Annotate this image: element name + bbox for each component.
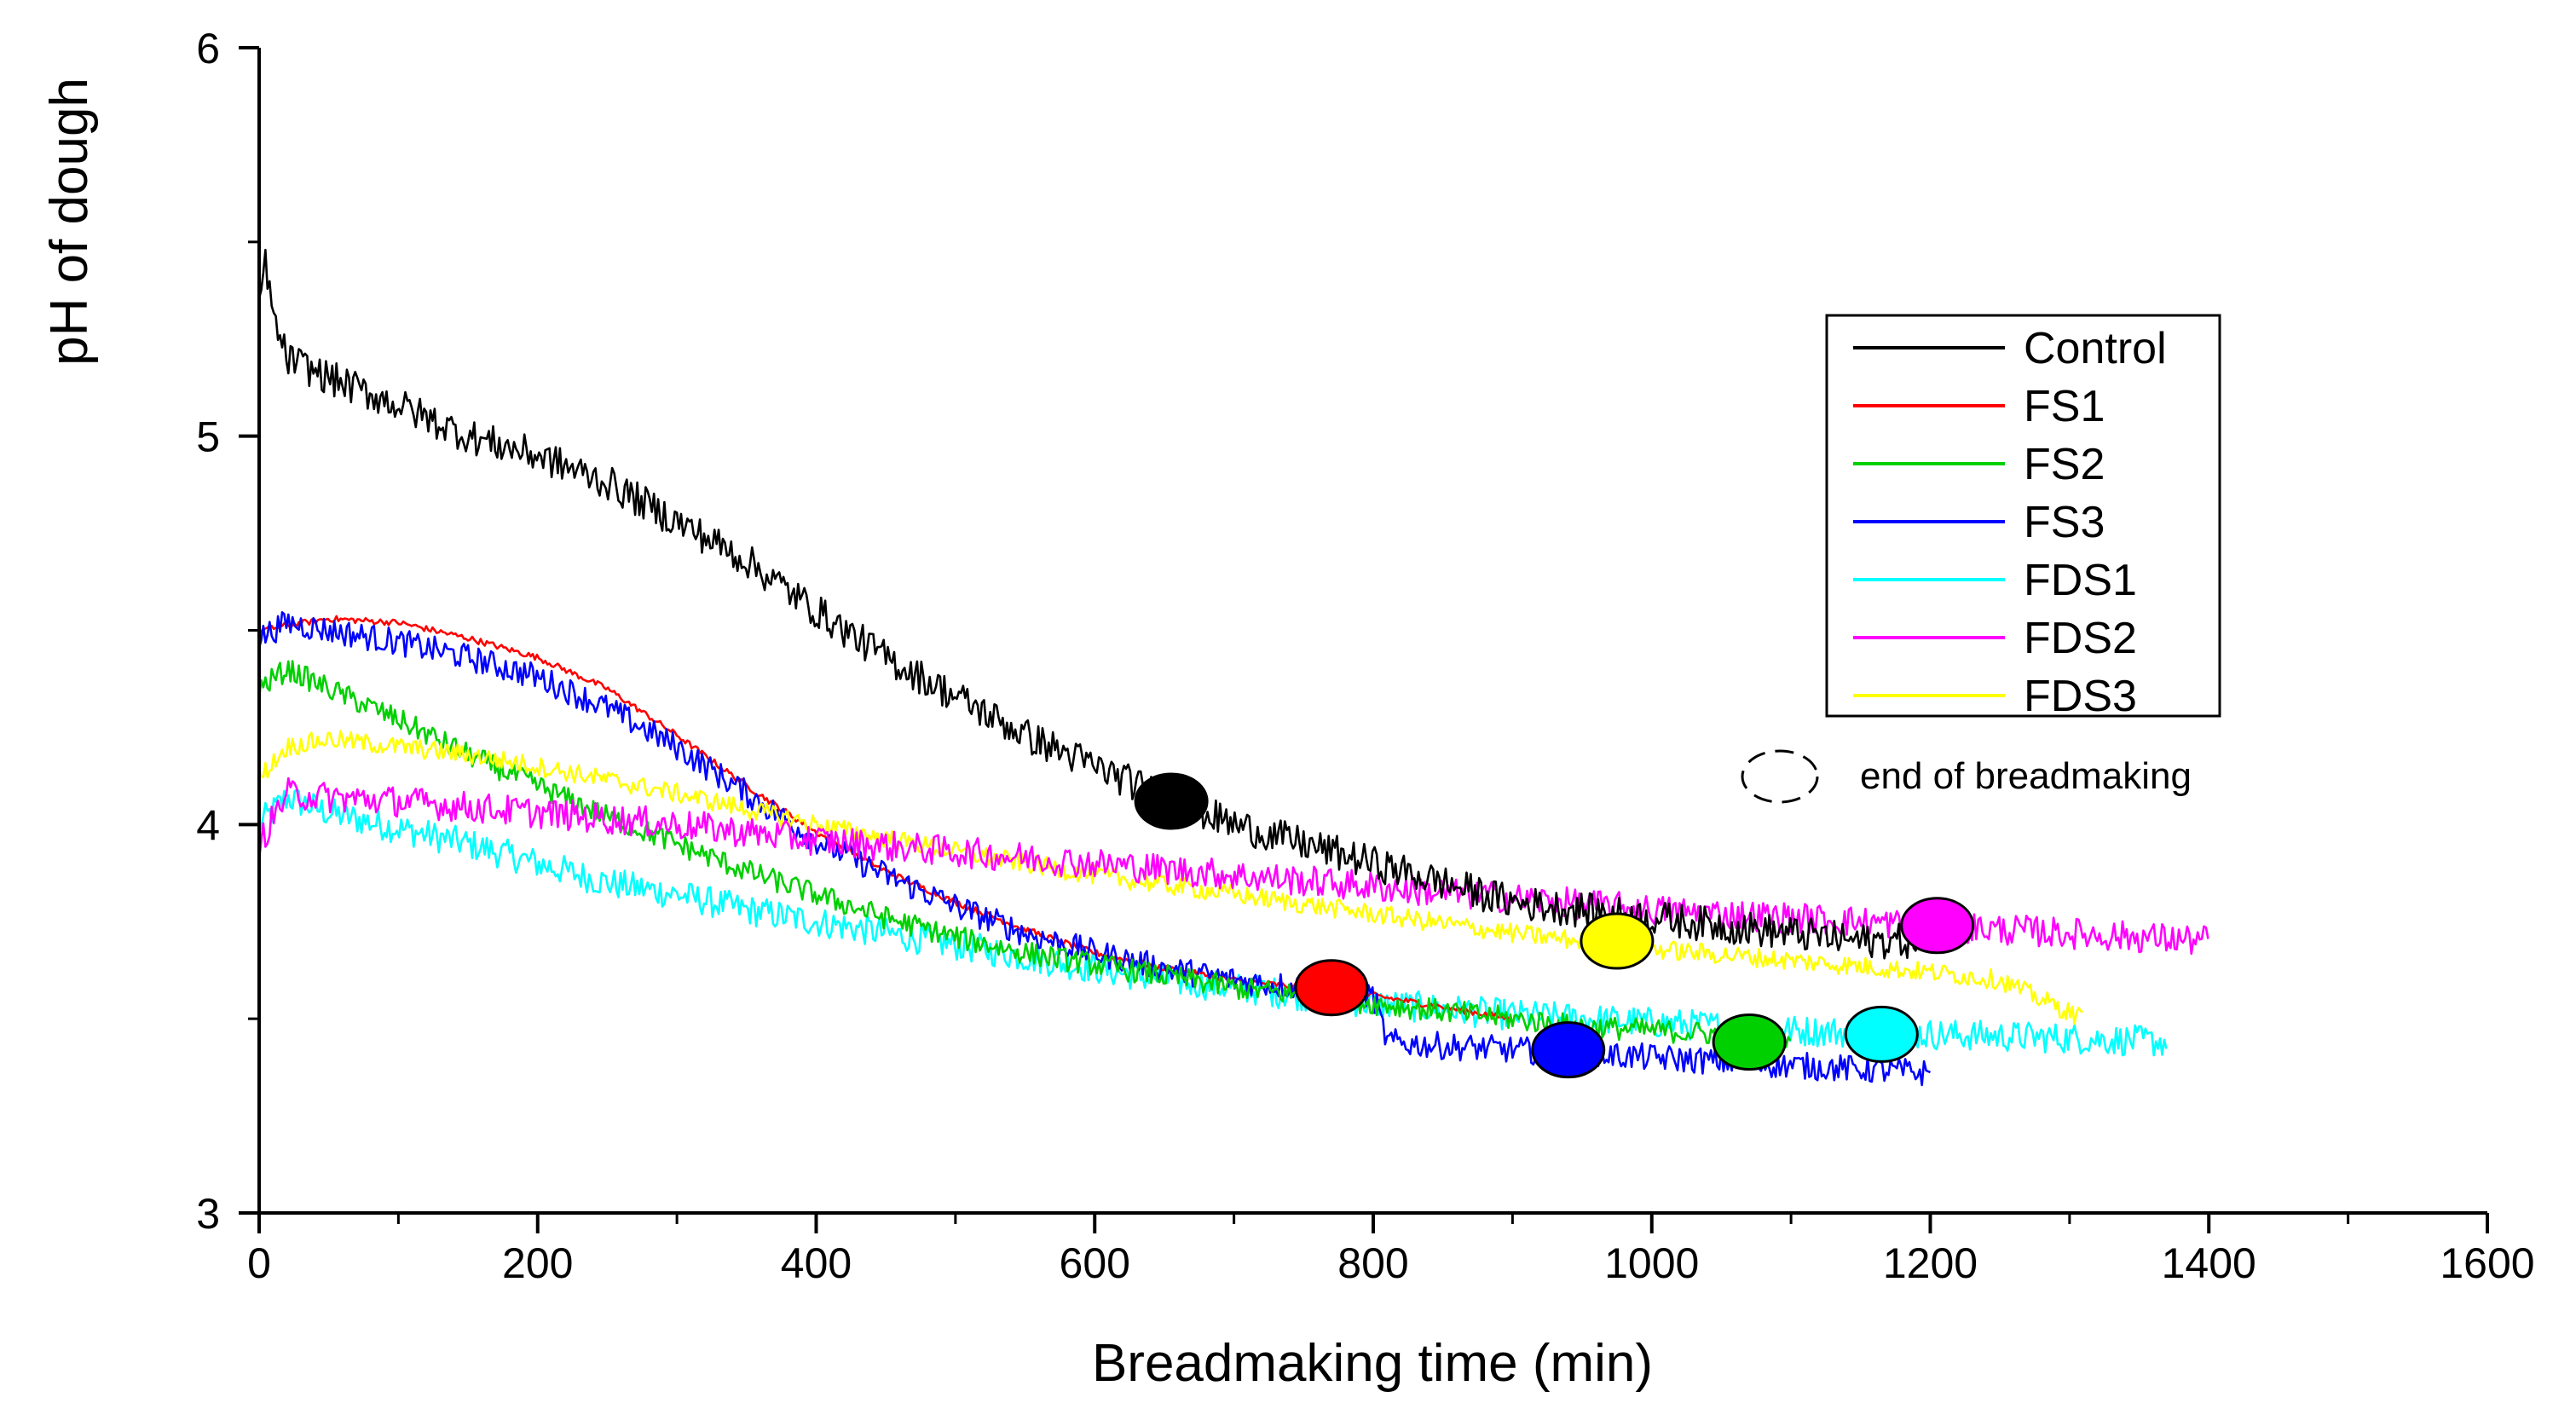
legend-label-fs3: FS3 xyxy=(2024,498,2105,547)
legend-label-control: Control xyxy=(2024,324,2167,373)
x-tick-label: 1200 xyxy=(1883,1239,1978,1287)
legend-label-fs1: FS1 xyxy=(2024,382,2105,431)
end-marker-control xyxy=(1134,772,1209,830)
dashed-circle-icon xyxy=(1741,749,1819,804)
annotation-label: end of breadmaking xyxy=(1860,755,2192,797)
series-line-fs2 xyxy=(257,660,1792,1050)
end-marker-fs1 xyxy=(1294,959,1369,1017)
series-line-fs3 xyxy=(257,611,1932,1087)
y-tick-label: 4 xyxy=(196,801,220,849)
end-point-markers xyxy=(1134,772,1975,1079)
x-tick-label: 1400 xyxy=(2162,1239,2256,1287)
legend-label-fds1: FDS1 xyxy=(2024,556,2137,605)
end-of-breadmaking-annotation: end of breadmaking xyxy=(1741,749,2192,804)
end-marker-fs3 xyxy=(1531,1021,1606,1079)
legend-label-fds3: FDS3 xyxy=(2024,672,2137,721)
x-tick-label: 600 xyxy=(1060,1239,1130,1287)
x-tick-label: 400 xyxy=(781,1239,852,1287)
legend-label-fds2: FDS2 xyxy=(2024,614,2137,663)
end-marker-fs2 xyxy=(1712,1013,1787,1071)
end-marker-fds1 xyxy=(1844,1005,1919,1063)
series-layer xyxy=(257,248,2209,1087)
legend-label-fs2: FS2 xyxy=(2024,440,2105,489)
x-axis-label: Breadmaking time (min) xyxy=(1092,1334,1653,1393)
legend-box xyxy=(1825,314,2221,718)
end-marker-fds2 xyxy=(1900,897,1975,955)
x-tick-label: 800 xyxy=(1337,1239,1408,1287)
y-tick-label: 3 xyxy=(196,1190,220,1238)
y-tick-label: 6 xyxy=(196,25,220,72)
y-tick-label: 5 xyxy=(196,413,220,461)
axes: 0 200 400 600 800 1000 1200 1400 1600 3 4 5 6 xyxy=(196,25,2534,1287)
x-tick-label: 1600 xyxy=(2440,1239,2534,1287)
legend: Control FS1 FS2 FS3 FDS1 FDS2 FDS3 xyxy=(1825,314,2221,721)
series-line-control xyxy=(257,248,1932,960)
x-tick-label: 1000 xyxy=(1604,1239,1699,1287)
x-tick-label: 200 xyxy=(502,1239,573,1287)
y-axis-label: pH of dough xyxy=(40,78,99,366)
series-line-fds3 xyxy=(257,730,2083,1025)
end-marker-fds3 xyxy=(1580,912,1655,970)
series-line-fds2 xyxy=(257,777,2209,956)
x-tick-label: 0 xyxy=(247,1239,271,1287)
